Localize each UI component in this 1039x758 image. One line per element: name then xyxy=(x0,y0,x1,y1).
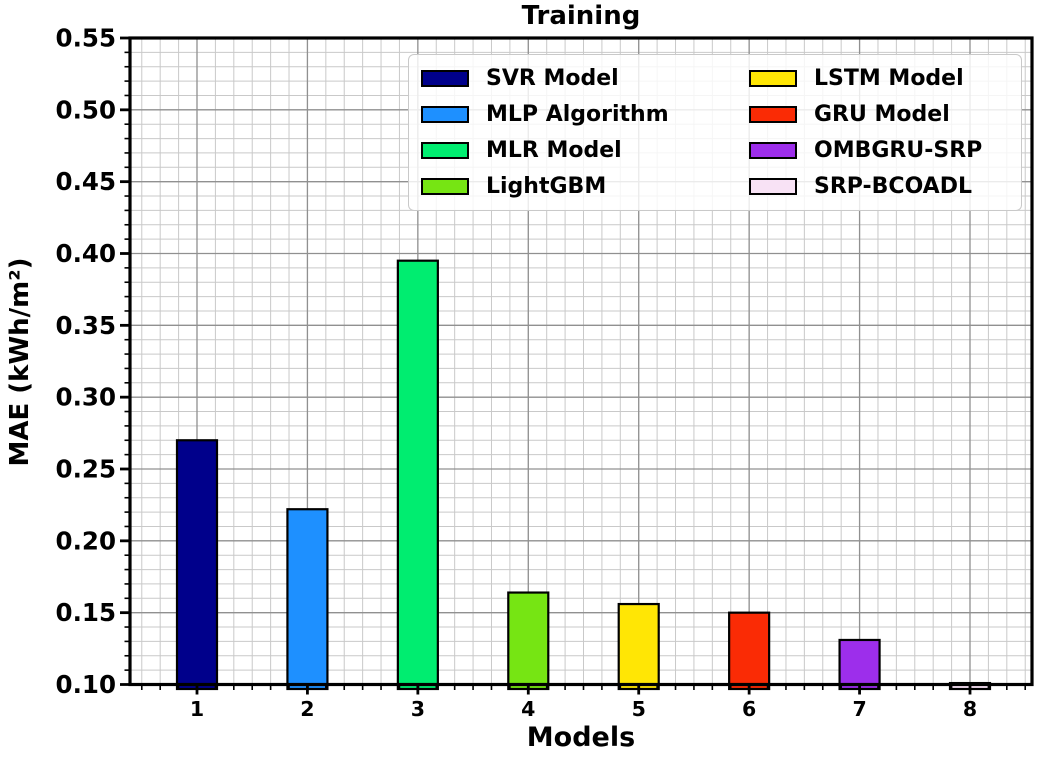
legend-label: GRU Model xyxy=(814,102,950,128)
legend-swatch xyxy=(421,141,469,159)
x-tick-label: 7 xyxy=(852,697,866,721)
bar-2 xyxy=(286,508,329,691)
legend-swatch xyxy=(749,70,797,88)
y-tick-label: 0.35 xyxy=(56,311,116,340)
y-axis-label: MAE (kWh/m²) xyxy=(5,257,35,467)
y-tick-label: 0.30 xyxy=(56,383,116,412)
bar-3 xyxy=(396,259,439,691)
legend-swatch xyxy=(421,106,469,124)
x-tick-label: 3 xyxy=(411,697,425,721)
bar-7 xyxy=(838,638,881,691)
legend-entry: SRP-BCOADL xyxy=(749,174,1007,199)
x-tick-label: 8 xyxy=(963,697,977,721)
y-tick-labels: 0.10 0.15 0.20 0.25 0.30 0.35 0.40 0.45 0.50 0.55 xyxy=(56,24,116,700)
y-tick-label: 0.50 xyxy=(56,95,116,124)
legend-entry: GRU Model xyxy=(749,102,1007,127)
x-axis-label: Models xyxy=(526,722,636,753)
y-tick-label: 0.45 xyxy=(56,167,116,196)
legend-entry: SVR Model xyxy=(421,66,679,91)
legend-label: SRP-BCOADL xyxy=(814,173,972,199)
bar-5 xyxy=(617,602,660,691)
legend-label: LightGBM xyxy=(486,173,607,199)
y-tick-label: 0.20 xyxy=(56,526,116,555)
legend-swatch xyxy=(421,70,469,88)
bar-1 xyxy=(175,439,219,691)
y-tick-label: 0.15 xyxy=(56,598,116,627)
chart-title: Training xyxy=(521,1,641,31)
legend-swatch xyxy=(749,141,797,159)
legend-label: MLP Algorithm xyxy=(486,102,669,128)
bar-6 xyxy=(728,611,771,691)
x-tick-label: 1 xyxy=(190,697,204,721)
legend-entry: OMBGRU-SRP xyxy=(749,138,1007,163)
legend-label: MLR Model xyxy=(486,137,622,163)
legend-label: OMBGRU-SRP xyxy=(814,137,983,163)
legend-swatch xyxy=(421,177,469,195)
y-tick-label: 0.55 xyxy=(56,24,116,53)
axis-ticks xyxy=(120,36,1027,695)
legend-swatch xyxy=(749,177,797,195)
x-tick-label: 6 xyxy=(742,697,756,721)
bar-4 xyxy=(507,591,550,691)
legend-entry: MLR Model xyxy=(421,138,679,163)
x-tick-label: 4 xyxy=(521,697,535,721)
legend-entry: LSTM Model xyxy=(749,66,1007,91)
y-tick-label: 0.10 xyxy=(56,670,116,699)
y-tick-label: 0.25 xyxy=(56,455,116,484)
legend-entry: MLP Algorithm xyxy=(421,102,679,127)
x-tick-labels: 1 2 3 4 5 6 7 8 xyxy=(190,697,977,721)
legend: SVR Model MLP Algorithm MLR Model LightGBM L… xyxy=(408,54,1022,211)
axis-frame xyxy=(128,36,1034,687)
legend-entry: LightGBM xyxy=(421,174,679,199)
x-tick-label: 2 xyxy=(300,697,314,721)
x-tick-label: 5 xyxy=(632,697,646,721)
legend-label: LSTM Model xyxy=(814,66,964,92)
legend-label: SVR Model xyxy=(486,66,619,92)
y-tick-label: 0.40 xyxy=(56,239,116,268)
legend-swatch xyxy=(749,106,797,124)
